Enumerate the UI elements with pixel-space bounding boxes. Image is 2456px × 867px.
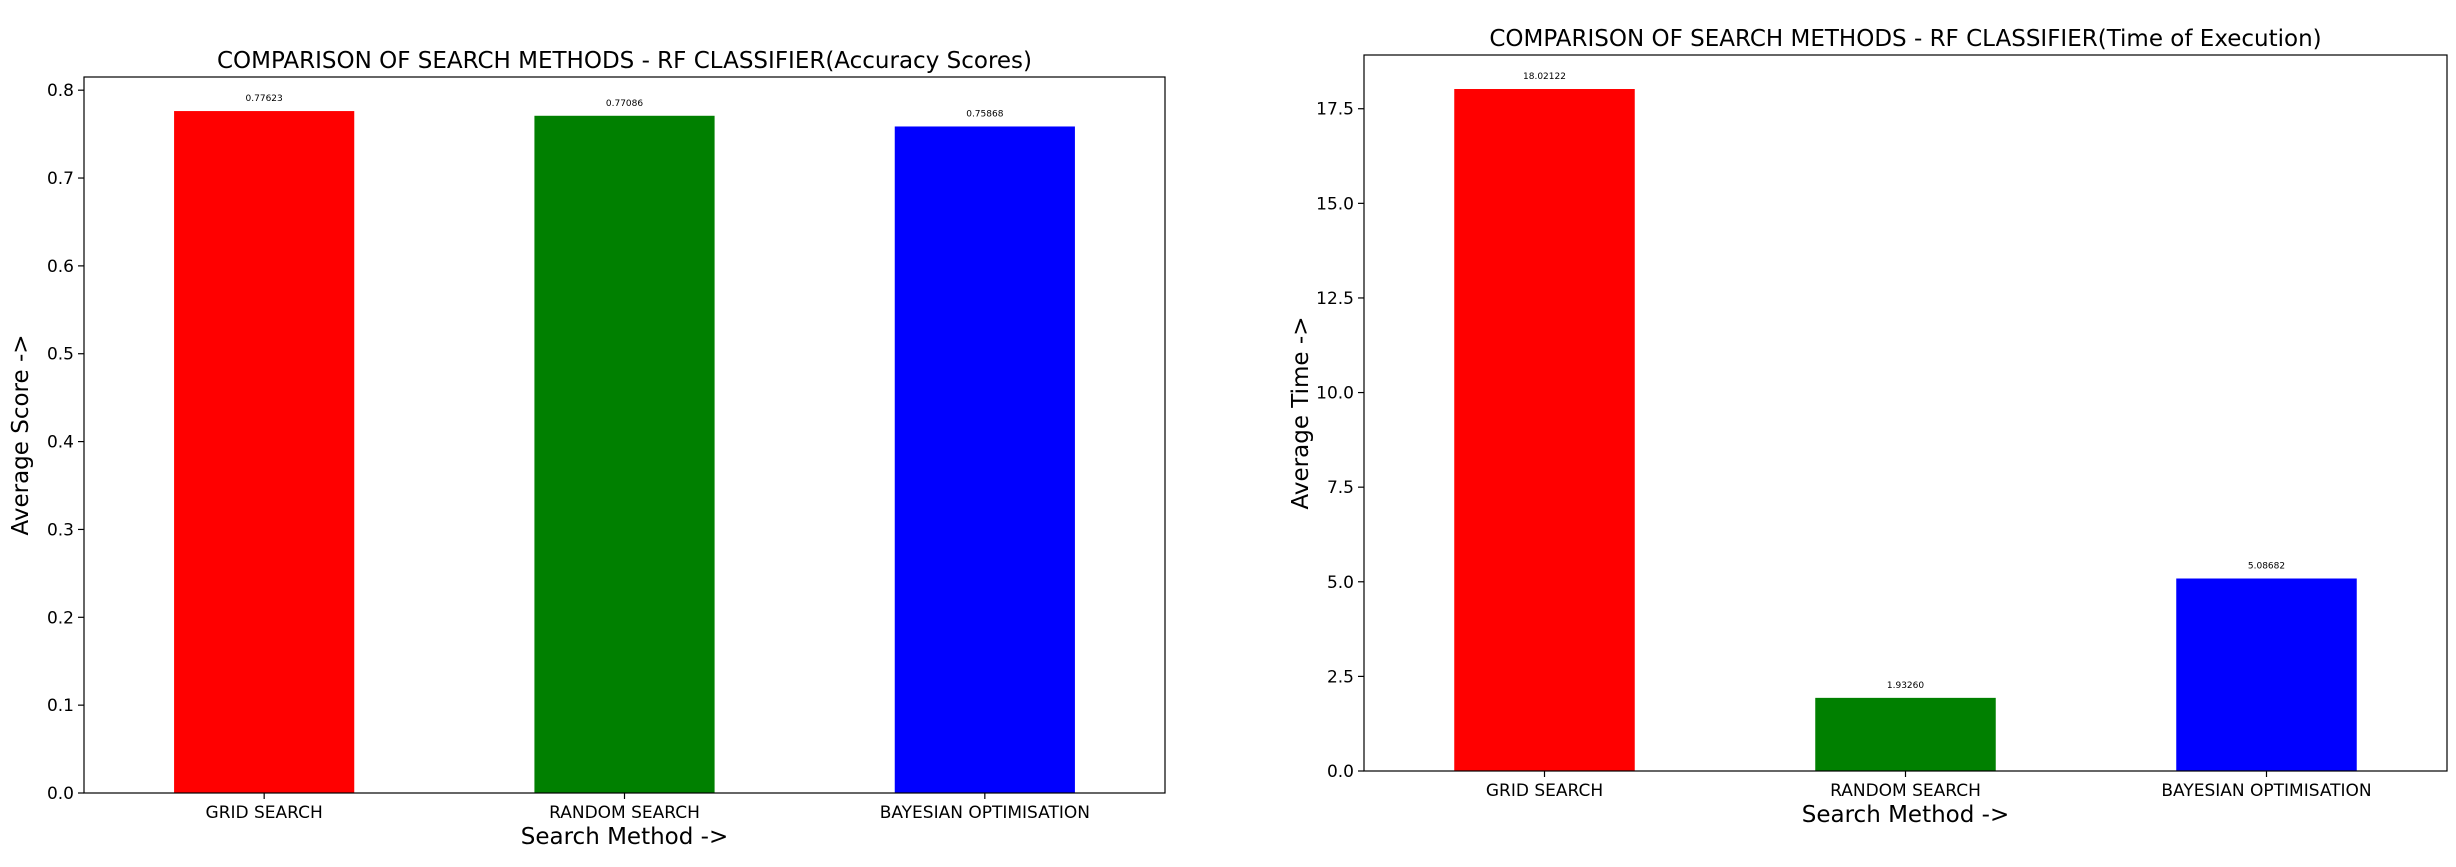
x-tick-label: RANDOM SEARCH [1830,781,1981,801]
x-tick-label: BAYESIAN OPTIMISATION [2161,781,2371,801]
bar-grid-search [1454,89,1635,771]
y-tick-label: 0.0 [1327,762,1354,782]
x-tick-label: GRID SEARCH [206,803,323,823]
bar-random-search [1815,697,1996,771]
x-tick-label: RANDOM SEARCH [549,803,700,823]
bar-value-label: 0.77623 [246,94,283,104]
bar-grid-search [174,111,355,793]
x-tick-label: GRID SEARCH [1486,781,1603,801]
y-tick-label: 5.0 [1327,573,1354,593]
bar-value-label: 0.77086 [606,99,643,109]
y-axis-label: Average Time -> [1288,317,1314,510]
bar-value-label: 5.08682 [2248,562,2285,572]
y-tick-label: 15.0 [1316,194,1354,214]
x-axis-label: Search Method -> [1802,802,2009,828]
bar-value-label: 18.02122 [1523,72,1566,82]
y-tick-label: 0.0 [47,784,74,804]
bar-bayesian-optimisation [2176,578,2357,771]
x-axis-label: Search Method -> [521,824,728,850]
y-tick-label: 0.3 [47,520,74,540]
y-tick-label: 0.4 [47,433,74,453]
y-tick-label: 0.2 [47,608,74,628]
y-tick-label: 0.8 [47,81,74,101]
y-axis-label: Average Score -> [8,334,34,535]
y-tick-label: 0.1 [47,696,74,716]
chart-title: COMPARISON OF SEARCH METHODS - RF CLASSI… [217,48,1032,74]
chart-2: 18.02122 1.93260 5.08682 0.0 2.5 5.0 7.5 10.0 12… [1288,26,2448,828]
chart-1: 0.77623 0.77086 0.75868 0.0 0.1 0.2 0.3 0.4 0.5 0… [8,48,1166,850]
chart-title: COMPARISON OF SEARCH METHODS - RF CLASSI… [1489,26,2321,52]
bar-value-label: 0.75868 [966,109,1003,119]
y-tick-label: 0.7 [47,169,74,189]
x-tick-label: BAYESIAN OPTIMISATION [880,803,1090,823]
y-tick-label: 10.0 [1316,384,1354,404]
y-tick-label: 7.5 [1327,478,1354,498]
y-tick-label: 12.5 [1316,289,1354,309]
bar-random-search [534,115,715,793]
y-tick-label: 0.6 [47,257,74,277]
y-tick-label: 2.5 [1327,667,1354,687]
bar-value-label: 1.93260 [1887,681,1924,691]
bar-bayesian-optimisation [894,126,1075,794]
y-tick-label: 0.5 [47,345,74,365]
y-tick-label: 17.5 [1316,100,1354,120]
